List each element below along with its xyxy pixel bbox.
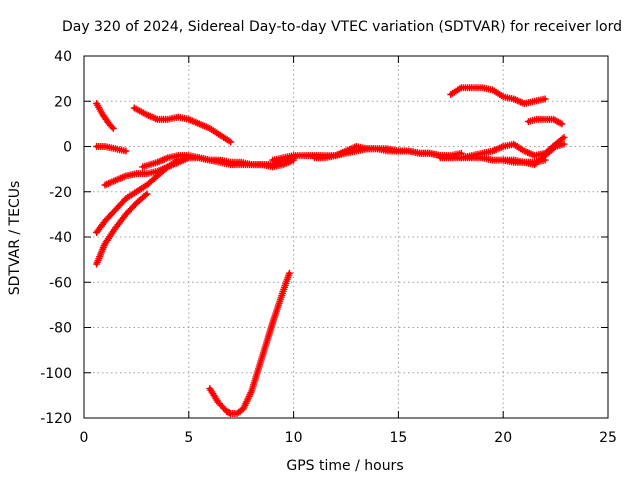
- x-tick-label: 5: [184, 430, 193, 446]
- series-markers: [311, 145, 444, 162]
- x-tick-label: 10: [285, 430, 303, 446]
- y-tick-label: -40: [49, 230, 72, 246]
- series-s10: [311, 145, 444, 162]
- x-tick-labels: 0 5 10 15 20 25: [80, 430, 617, 446]
- series-s13: [499, 140, 568, 169]
- series-markers: [524, 115, 566, 128]
- tick-marks: [83, 55, 609, 419]
- series-markers: [447, 84, 549, 107]
- x-tick-label: 20: [494, 430, 512, 446]
- series-s1: [93, 100, 117, 132]
- series-s16: [206, 269, 293, 417]
- x-tick-label: 0: [80, 430, 89, 446]
- y-tick-label: 40: [54, 49, 72, 65]
- x-tick-label: 25: [599, 430, 617, 446]
- series-markers: [206, 269, 293, 417]
- y-tick-label: -120: [40, 411, 72, 427]
- y-tick-label: 20: [54, 94, 72, 110]
- series-markers: [499, 140, 568, 169]
- series-markers: [93, 100, 117, 132]
- y-tick-label: -80: [49, 321, 72, 337]
- series-markers: [153, 154, 298, 178]
- y-axis-label: SDTVAR / TECUs: [7, 181, 23, 296]
- series-s5: [93, 190, 151, 268]
- series-markers: [93, 190, 151, 268]
- series-markers: [130, 104, 235, 146]
- y-tick-label: -100: [40, 366, 72, 382]
- series-markers: [93, 143, 130, 155]
- data-points: [93, 84, 568, 417]
- series-s2: [93, 143, 130, 155]
- chart-title: Day 320 of 2024, Sidereal Day-to-day VTE…: [62, 19, 622, 35]
- series-s3: [130, 104, 235, 146]
- series-s15: [524, 115, 566, 128]
- y-tick-label: -20: [49, 185, 72, 201]
- y-tick-label: -60: [49, 275, 72, 291]
- y-tick-labels: -120 -100 -80 -60 -40 -20 0 20 40: [40, 49, 72, 427]
- series-s14: [447, 84, 549, 107]
- grid-lines: [84, 56, 608, 418]
- series-s8: [153, 154, 298, 178]
- x-axis-label: GPS time / hours: [286, 458, 403, 474]
- x-tick-label: 15: [389, 430, 407, 446]
- y-tick-label: 0: [63, 140, 72, 156]
